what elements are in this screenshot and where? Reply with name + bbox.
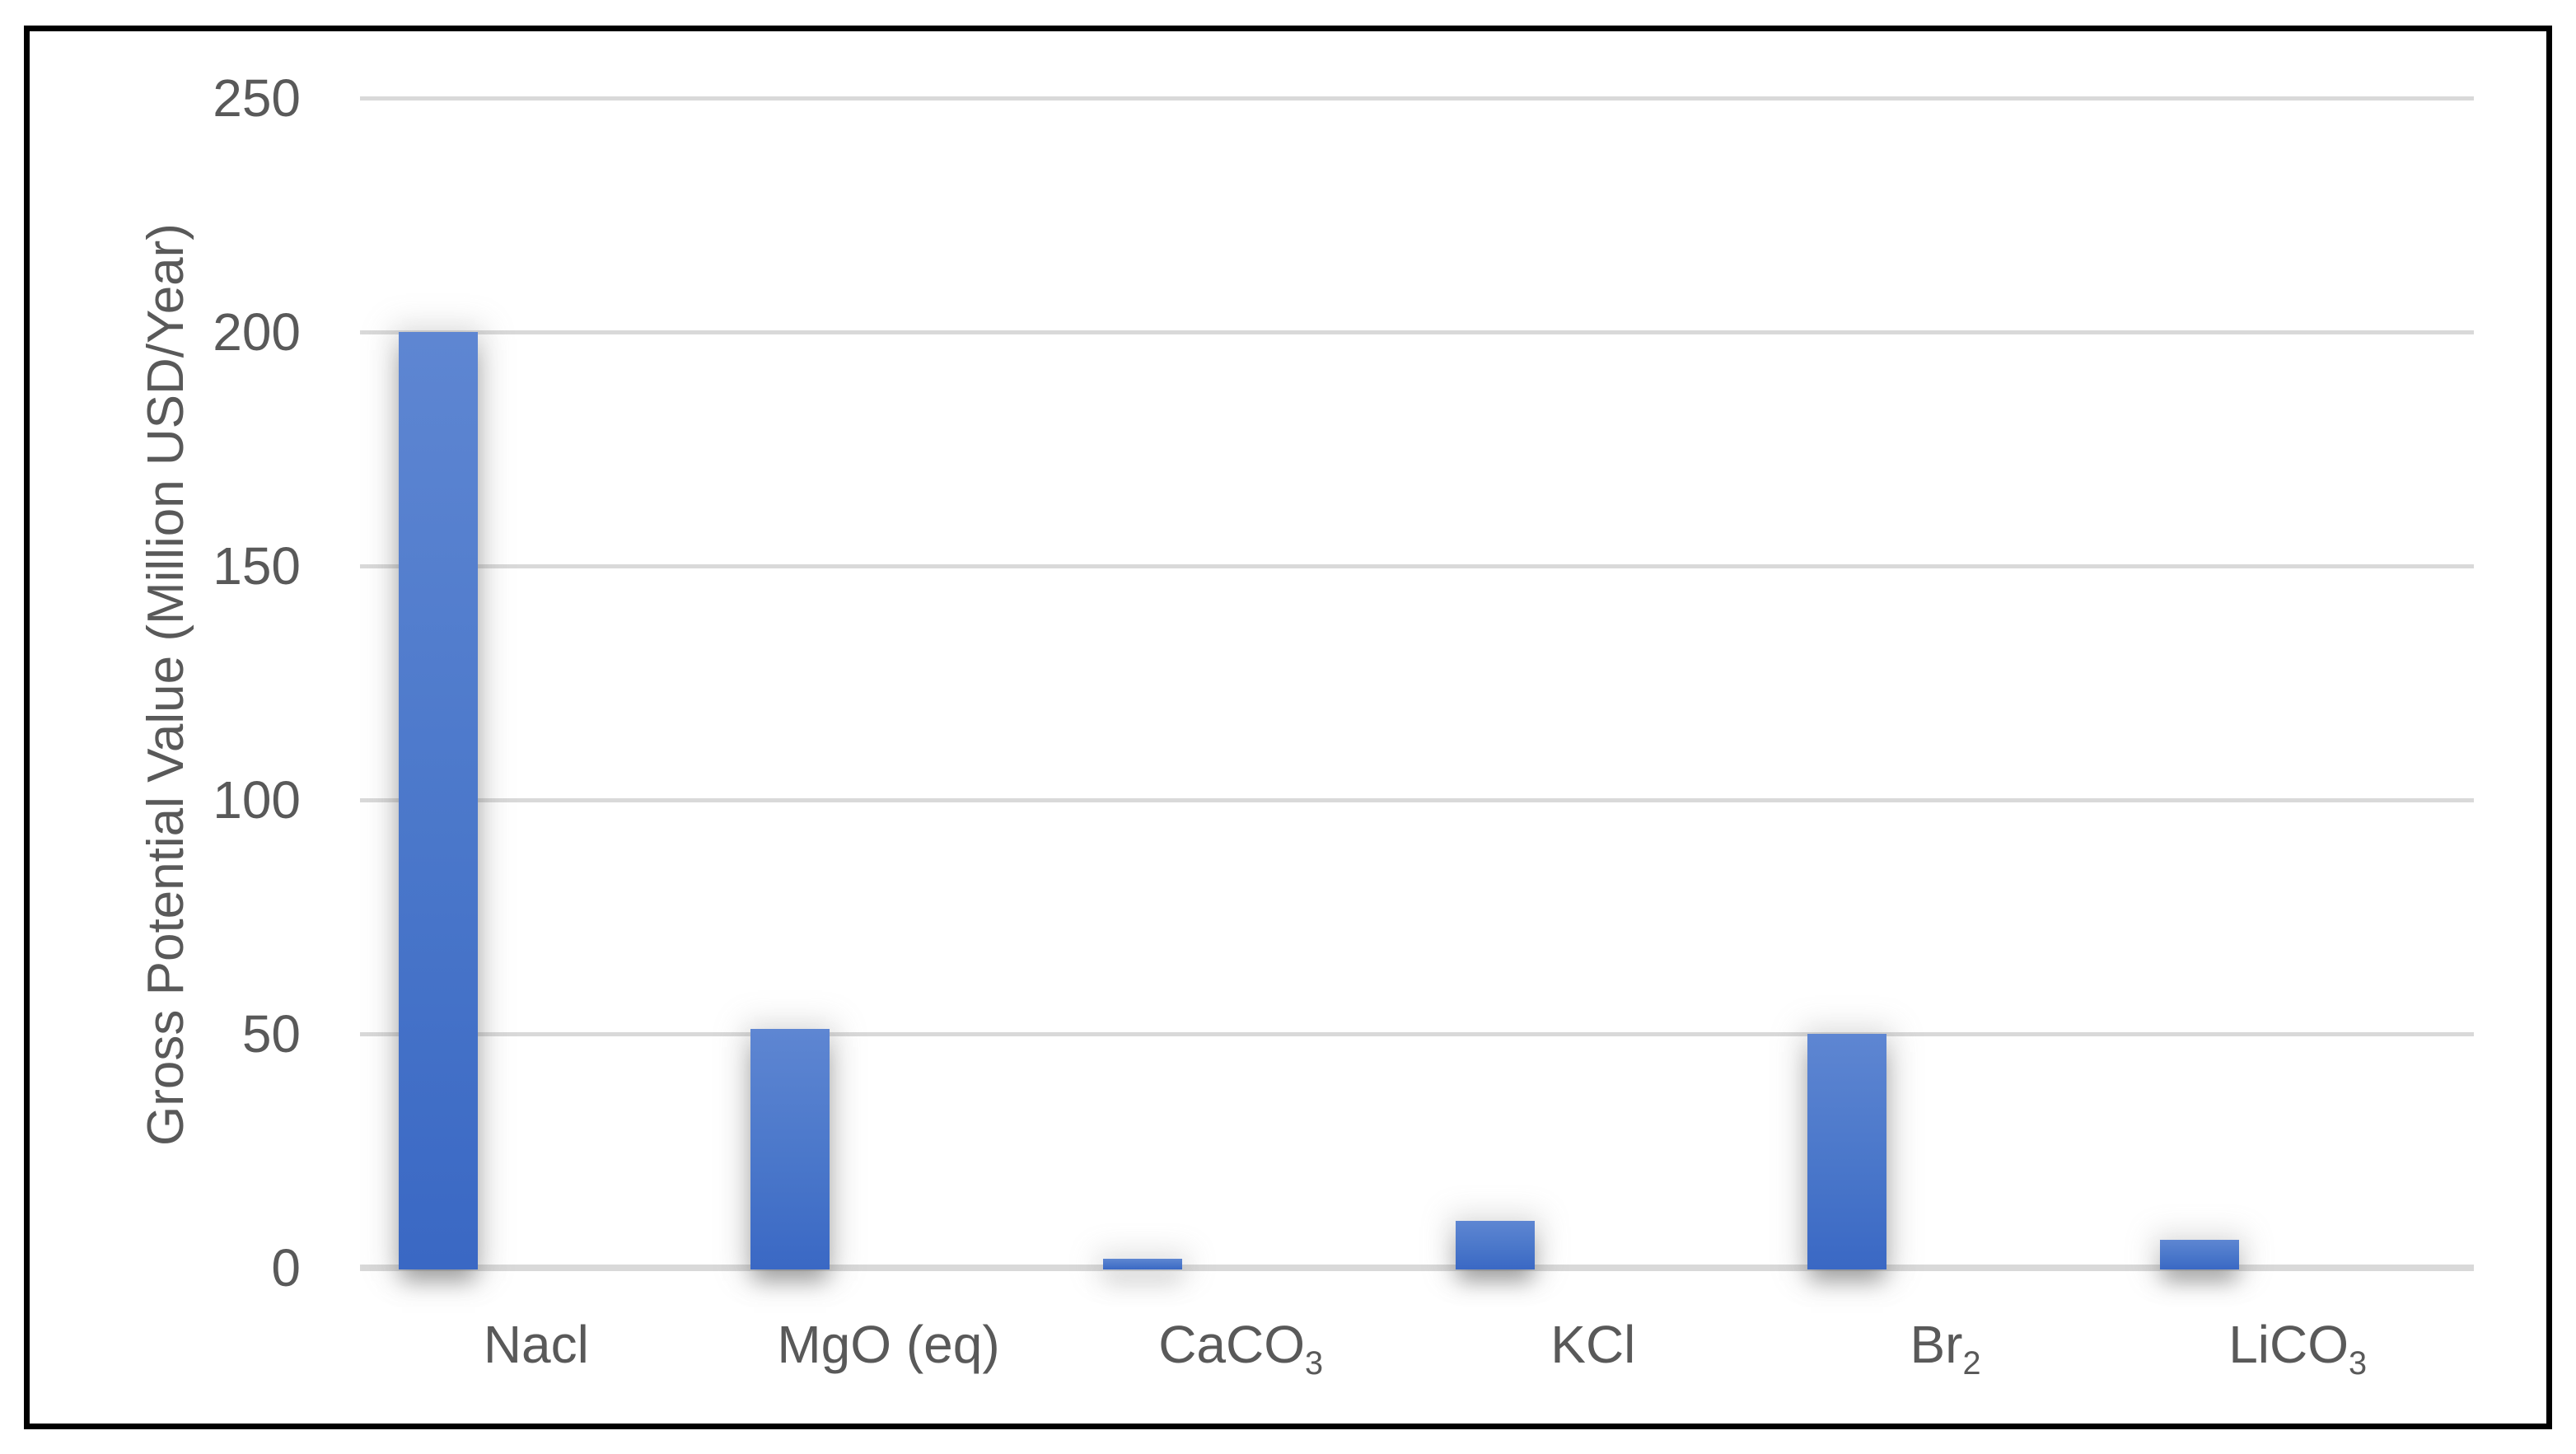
gridline bbox=[360, 563, 2474, 568]
category-label: MgO (eq) bbox=[683, 1315, 1095, 1374]
category-label: Nacl bbox=[330, 1315, 742, 1374]
bar-caco3 bbox=[1102, 1258, 1182, 1269]
category-label-text: LiCO bbox=[2228, 1315, 2349, 1374]
bar-nacl bbox=[398, 332, 478, 1269]
chart-frame-border bbox=[24, 26, 2552, 1429]
y-axis-tick-label: 100 bbox=[213, 770, 301, 830]
category-label: KCl bbox=[1387, 1315, 1799, 1374]
category-label-text: Nacl bbox=[483, 1315, 589, 1374]
y-axis-tick-label: 0 bbox=[271, 1238, 301, 1297]
y-axis-title: Gross Potential Value (Million USD/Year) bbox=[138, 223, 194, 1146]
category-label-subscript: 3 bbox=[1305, 1344, 1324, 1382]
category-label-text: CaCO bbox=[1158, 1315, 1306, 1374]
y-axis-tick-label: 50 bbox=[241, 1004, 301, 1064]
y-axis-tick-label: 200 bbox=[213, 302, 301, 362]
bar-kcl bbox=[1455, 1221, 1535, 1269]
category-label-subscript: 2 bbox=[1962, 1344, 1981, 1382]
bar-br2 bbox=[1807, 1034, 1887, 1269]
category-label-subscript: 3 bbox=[2349, 1344, 2368, 1382]
category-label-text: Br bbox=[1910, 1315, 1963, 1374]
category-label: CaCO3 bbox=[1035, 1315, 1447, 1380]
bar-mgo-eq- bbox=[750, 1029, 830, 1269]
category-label-text: KCl bbox=[1550, 1315, 1636, 1374]
gridline bbox=[360, 1031, 2474, 1036]
bar-lico3 bbox=[2159, 1239, 2239, 1269]
category-label: Br2 bbox=[1740, 1315, 2152, 1380]
y-axis-tick-label: 150 bbox=[213, 536, 301, 596]
gridline bbox=[360, 797, 2474, 802]
category-label-text: MgO (eq) bbox=[777, 1315, 1000, 1374]
category-label: LiCO3 bbox=[2092, 1315, 2504, 1380]
gridline bbox=[360, 330, 2474, 334]
y-axis-tick-label: 250 bbox=[213, 68, 301, 128]
x-axis-baseline bbox=[360, 1265, 2474, 1271]
gridline bbox=[360, 96, 2474, 101]
